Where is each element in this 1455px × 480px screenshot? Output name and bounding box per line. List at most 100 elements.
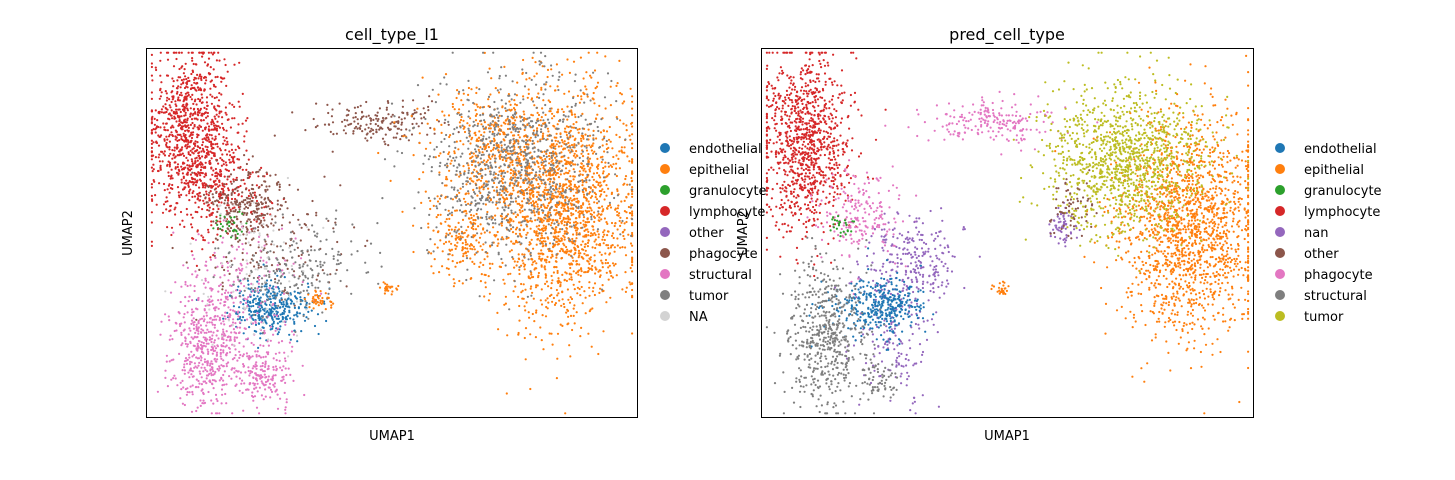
scatter-point	[179, 86, 182, 89]
scatter-point	[202, 320, 205, 323]
scatter-point	[185, 261, 188, 264]
scatter-point	[568, 278, 571, 281]
scatter-point	[197, 296, 200, 300]
scatter-point	[251, 367, 254, 370]
scatter-point	[543, 265, 546, 268]
scatter-point	[588, 286, 591, 289]
scatter-point	[358, 126, 361, 129]
scatter-point	[196, 229, 199, 232]
scatter-point	[501, 261, 504, 264]
scatter-point	[150, 166, 153, 169]
scatter-point	[288, 183, 291, 187]
scatter-point	[220, 298, 223, 301]
scatter-point	[222, 320, 225, 323]
scatter-point	[221, 225, 224, 228]
scatter-point	[564, 412, 567, 415]
scatter-point	[591, 290, 595, 293]
scatter-point	[587, 160, 591, 163]
scatter-point	[212, 402, 215, 405]
scatter-point	[545, 152, 548, 155]
scatter-point	[334, 223, 337, 226]
scatter-point	[546, 75, 549, 79]
scatter-point	[528, 316, 531, 319]
scatter-point	[241, 316, 245, 319]
scatter-point	[536, 140, 539, 143]
scatter-point	[310, 282, 313, 285]
scatter-point	[184, 357, 188, 360]
scatter-point	[211, 53, 214, 56]
scatter-point	[235, 269, 238, 272]
scatter-point	[169, 114, 172, 117]
scatter-point	[286, 298, 289, 301]
scatter-point	[583, 245, 586, 248]
scatter-point	[628, 160, 631, 163]
scatter-point	[584, 224, 588, 227]
scatter-point	[279, 325, 282, 328]
scatter-point	[594, 193, 598, 196]
scatter-point	[160, 320, 163, 323]
scatter-point	[284, 305, 288, 308]
scatter-point	[611, 232, 615, 235]
scatter-point	[170, 174, 173, 177]
scatter-point	[578, 254, 581, 257]
scatter-point	[189, 95, 192, 99]
scatter-point	[163, 126, 166, 129]
scatter-point	[303, 319, 307, 322]
scatter-point	[590, 149, 594, 152]
scatter-point	[213, 138, 216, 141]
scatter-point	[391, 113, 394, 116]
scatter-point	[221, 122, 224, 125]
scatter-point	[228, 206, 231, 209]
scatter-point	[226, 178, 229, 181]
scatter-point	[150, 97, 153, 100]
scatter-point	[520, 282, 523, 286]
scatter-point	[477, 161, 480, 164]
scatter-point	[571, 135, 575, 138]
scatter-point	[602, 231, 605, 234]
scatter-point	[338, 102, 341, 105]
scatter-point	[575, 237, 578, 240]
scatter-point	[257, 285, 260, 288]
scatter-point	[248, 274, 251, 277]
scatter-point	[150, 142, 153, 145]
scatter-point	[274, 329, 277, 332]
scatter-point	[590, 195, 594, 198]
scatter-point	[188, 391, 191, 394]
scatter-point	[174, 100, 177, 103]
scatter-point	[496, 238, 500, 241]
scatter-point	[180, 148, 183, 151]
scatter-point	[462, 92, 465, 95]
scatter-point	[596, 171, 599, 175]
scatter-point	[223, 300, 226, 304]
scatter-point	[353, 127, 356, 130]
scatter-point	[247, 218, 250, 221]
scatter-point	[623, 199, 626, 202]
scatter-point	[262, 259, 265, 262]
scatter-point	[171, 77, 174, 80]
scatter-point	[191, 121, 194, 125]
scatter-point	[242, 294, 245, 297]
scatter-point	[213, 326, 216, 329]
scatter-point	[218, 133, 221, 136]
scatter-point	[169, 106, 172, 109]
scatter-point	[174, 103, 177, 106]
scatter-point	[234, 148, 237, 151]
scatter-point	[175, 329, 178, 332]
scatter-point	[191, 191, 194, 195]
scatter-point	[561, 189, 564, 193]
scatter-point	[283, 286, 287, 289]
scatter-point	[574, 115, 577, 119]
scatter-point	[189, 329, 192, 332]
scatter-point	[565, 161, 568, 164]
scatter-point	[157, 156, 160, 159]
scatter-point	[567, 207, 570, 210]
scatter-point	[174, 138, 177, 141]
scatter-point	[551, 159, 554, 162]
scatter-point	[211, 323, 214, 326]
scatter-point	[212, 276, 215, 279]
scatter-point	[260, 206, 263, 209]
scatter-point	[243, 319, 246, 322]
scatter-point	[544, 282, 547, 285]
scatter-point	[259, 368, 262, 371]
scatter-point	[255, 353, 258, 357]
